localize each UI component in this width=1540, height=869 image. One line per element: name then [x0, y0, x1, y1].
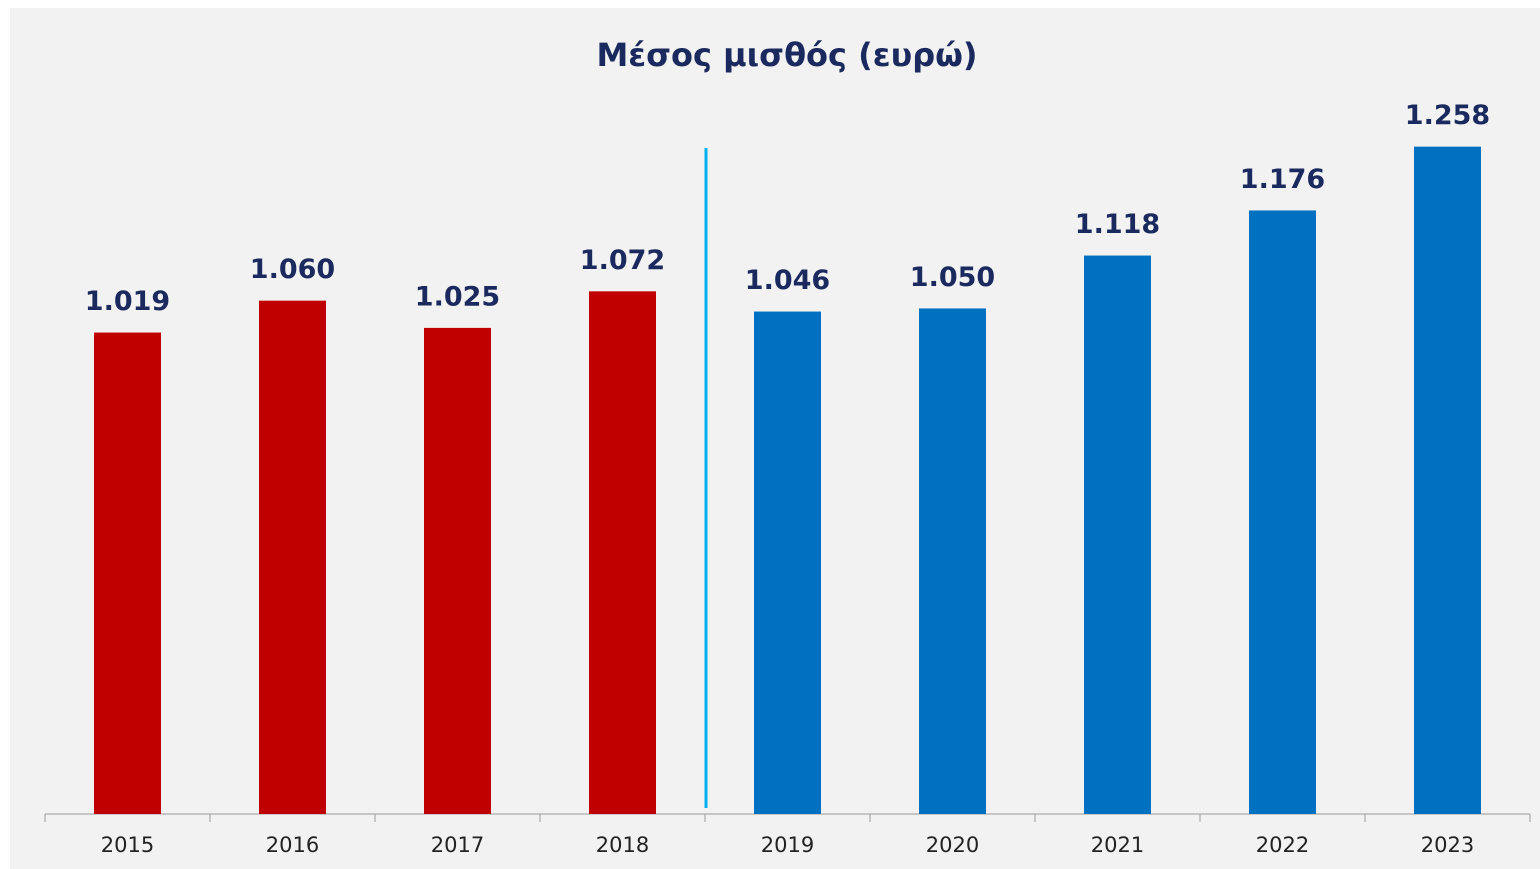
value-label: 1.046 [745, 265, 830, 296]
value-label: 1.025 [415, 281, 500, 312]
x-tick-label: 2023 [1421, 833, 1474, 857]
x-tick-label: 2022 [1256, 833, 1309, 857]
value-label: 1.050 [910, 262, 995, 293]
value-label: 1.072 [580, 245, 665, 276]
value-label: 1.118 [1075, 209, 1160, 240]
x-tick-label: 2017 [431, 833, 484, 857]
bar [424, 327, 491, 814]
x-tick-label: 2020 [926, 833, 979, 857]
x-tick-label: 2015 [101, 833, 154, 857]
value-label: 1.019 [85, 286, 170, 317]
chart-title: Μέσος μισθός (ευρώ) [596, 36, 977, 74]
bar [919, 308, 986, 814]
x-tick-label: 2016 [266, 833, 319, 857]
value-label: 1.060 [250, 254, 335, 285]
bar [1249, 210, 1316, 814]
bar [1084, 255, 1151, 815]
bar [94, 332, 161, 814]
bar [589, 291, 656, 814]
x-tick-label: 2018 [596, 833, 649, 857]
bar [259, 300, 326, 815]
x-tick-label: 2019 [761, 833, 814, 857]
bar [754, 311, 821, 814]
value-label: 1.176 [1240, 164, 1325, 195]
bar [1414, 146, 1481, 814]
x-tick-label: 2021 [1091, 833, 1144, 857]
value-label: 1.258 [1405, 100, 1490, 131]
